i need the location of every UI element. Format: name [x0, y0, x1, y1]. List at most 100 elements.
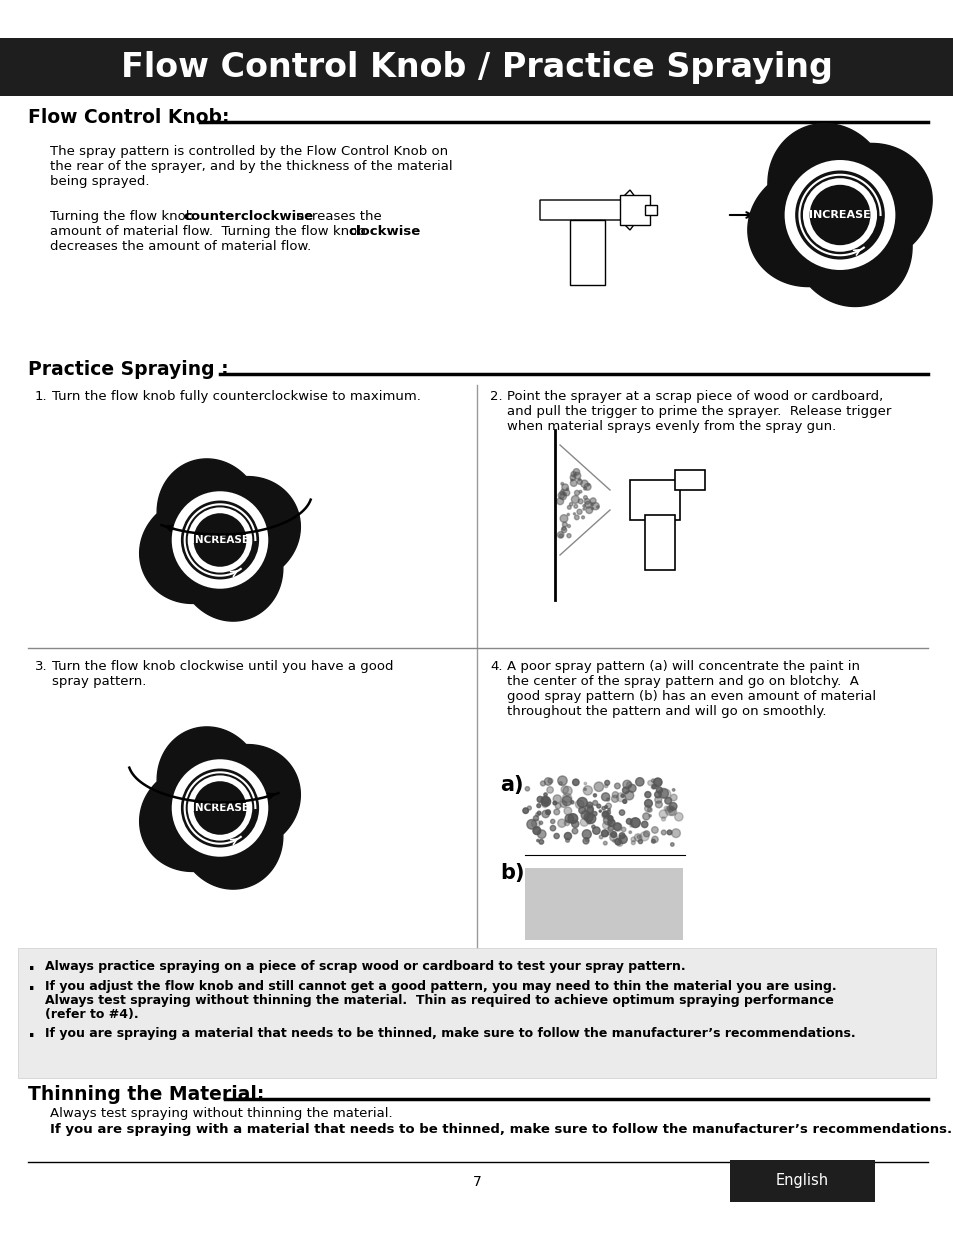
Circle shape — [630, 837, 635, 842]
Text: Turn the flow knob fully counterclockwise to maximum.: Turn the flow knob fully counterclockwis… — [52, 390, 420, 403]
Circle shape — [607, 815, 613, 821]
Circle shape — [654, 797, 661, 803]
Circle shape — [586, 802, 592, 808]
Circle shape — [577, 798, 587, 808]
Bar — [629, 480, 679, 520]
Circle shape — [582, 508, 584, 510]
Circle shape — [558, 492, 564, 499]
Text: amount of material flow.  Turning the flow knob: amount of material flow. Turning the flo… — [50, 225, 370, 238]
Circle shape — [564, 832, 571, 840]
Circle shape — [616, 793, 625, 802]
Text: 1.: 1. — [35, 390, 48, 403]
Circle shape — [669, 803, 677, 810]
Text: 7: 7 — [472, 1174, 481, 1189]
Circle shape — [587, 484, 589, 485]
Circle shape — [546, 787, 553, 793]
Circle shape — [569, 503, 572, 506]
Circle shape — [557, 531, 563, 538]
Circle shape — [591, 508, 593, 510]
Circle shape — [592, 827, 599, 835]
Circle shape — [531, 819, 539, 827]
Circle shape — [574, 490, 578, 495]
Circle shape — [607, 832, 610, 835]
Circle shape — [541, 810, 549, 818]
Circle shape — [567, 505, 571, 509]
Circle shape — [583, 788, 586, 790]
Circle shape — [586, 820, 590, 824]
Circle shape — [610, 831, 616, 837]
Circle shape — [560, 483, 563, 485]
Circle shape — [585, 814, 595, 824]
Circle shape — [654, 792, 660, 798]
Circle shape — [537, 811, 540, 815]
Text: INCREASE: INCREASE — [191, 803, 249, 813]
Circle shape — [591, 825, 595, 829]
Circle shape — [536, 813, 538, 816]
Circle shape — [618, 810, 624, 815]
Circle shape — [578, 499, 582, 504]
Circle shape — [607, 809, 610, 811]
Circle shape — [615, 839, 620, 845]
Circle shape — [582, 785, 592, 795]
Circle shape — [594, 782, 603, 792]
Circle shape — [537, 797, 542, 803]
Circle shape — [614, 824, 621, 831]
Text: ·: · — [28, 981, 35, 999]
Text: 3.: 3. — [35, 659, 48, 673]
Circle shape — [668, 808, 676, 815]
Ellipse shape — [802, 178, 876, 252]
Bar — [569, 220, 604, 285]
Circle shape — [668, 809, 671, 811]
Text: Flow Control Knob:: Flow Control Knob: — [28, 107, 230, 127]
Circle shape — [561, 526, 565, 530]
Circle shape — [652, 784, 656, 789]
Circle shape — [601, 811, 609, 819]
Circle shape — [562, 787, 572, 795]
Circle shape — [572, 779, 578, 785]
Circle shape — [580, 480, 588, 488]
Circle shape — [626, 782, 631, 787]
Circle shape — [663, 806, 667, 810]
Polygon shape — [747, 124, 931, 306]
Circle shape — [671, 829, 679, 837]
Circle shape — [584, 499, 589, 504]
Text: b): b) — [499, 863, 524, 883]
Circle shape — [606, 810, 610, 815]
Text: A poor spray pattern (a) will concentrate the paint in
the center of the spray p: A poor spray pattern (a) will concentrat… — [506, 659, 875, 718]
Circle shape — [571, 495, 578, 504]
Circle shape — [554, 809, 559, 815]
Text: clockwise: clockwise — [348, 225, 420, 238]
Circle shape — [581, 830, 591, 839]
Polygon shape — [139, 459, 300, 621]
Circle shape — [577, 479, 581, 484]
Text: ·: · — [28, 1028, 35, 1046]
Circle shape — [544, 778, 552, 785]
Circle shape — [583, 495, 587, 499]
Ellipse shape — [181, 768, 259, 847]
Circle shape — [648, 815, 651, 816]
Circle shape — [621, 787, 628, 794]
Circle shape — [584, 501, 591, 509]
Circle shape — [533, 815, 537, 821]
Circle shape — [601, 806, 605, 810]
Circle shape — [637, 835, 639, 839]
Circle shape — [553, 795, 560, 803]
Circle shape — [558, 534, 562, 537]
Circle shape — [582, 839, 588, 844]
Circle shape — [559, 493, 566, 500]
Circle shape — [562, 522, 567, 527]
Circle shape — [573, 513, 575, 515]
Circle shape — [622, 781, 631, 789]
Circle shape — [561, 797, 571, 805]
Circle shape — [592, 811, 597, 816]
Circle shape — [560, 489, 563, 492]
Text: a): a) — [499, 776, 523, 795]
Circle shape — [634, 834, 641, 841]
Circle shape — [538, 821, 542, 825]
Circle shape — [554, 834, 558, 839]
Circle shape — [572, 829, 578, 834]
Circle shape — [537, 830, 545, 839]
Circle shape — [590, 503, 593, 505]
Circle shape — [604, 784, 607, 788]
Circle shape — [618, 835, 626, 844]
